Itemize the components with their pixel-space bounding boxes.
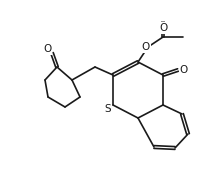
Text: O: O bbox=[180, 65, 188, 75]
Text: O: O bbox=[159, 23, 167, 33]
Text: O: O bbox=[142, 42, 150, 52]
Text: S: S bbox=[105, 104, 111, 114]
Text: O: O bbox=[43, 44, 51, 54]
